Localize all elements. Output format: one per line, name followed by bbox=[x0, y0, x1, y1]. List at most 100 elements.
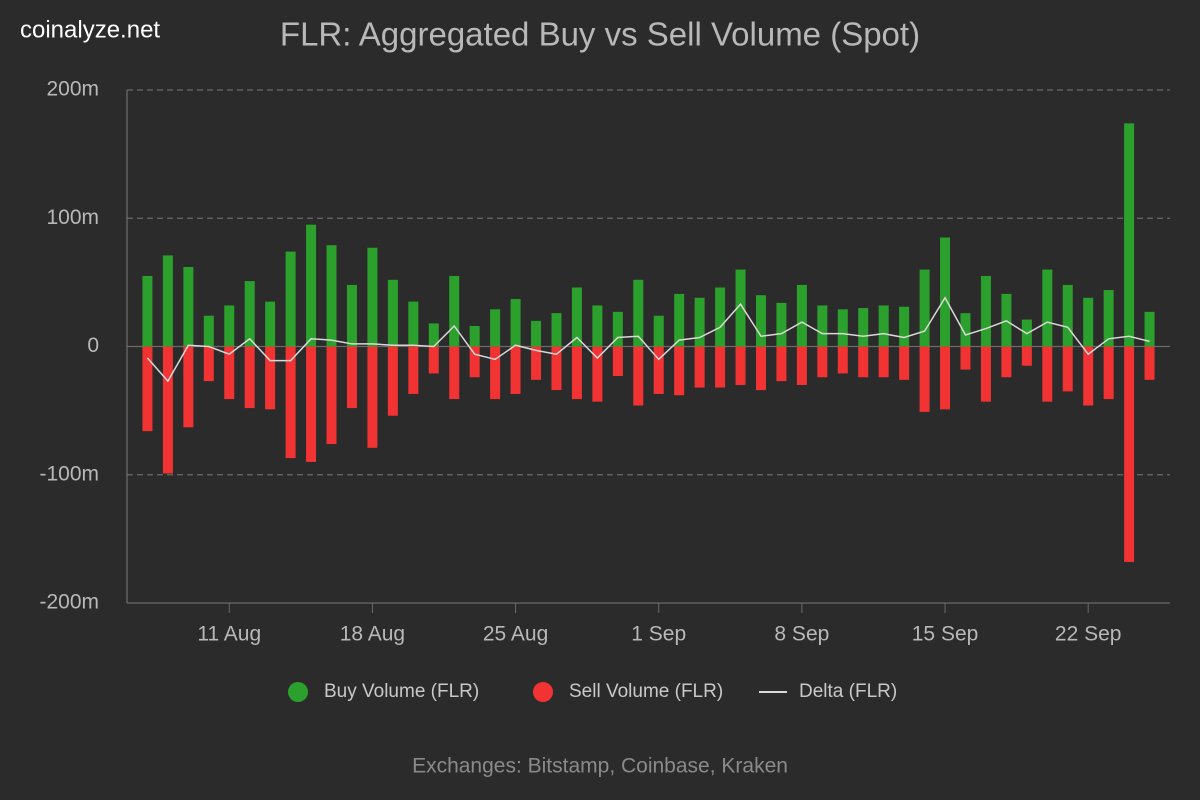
bar bbox=[469, 325, 480, 347]
chart-title: FLR: Aggregated Buy vs Sell Volume (Spot… bbox=[280, 16, 920, 53]
caption: Exchanges: Bitstamp, Coinbase, Kraken bbox=[412, 755, 788, 778]
bar bbox=[346, 346, 357, 409]
bar bbox=[796, 284, 807, 347]
bar bbox=[755, 295, 766, 347]
bar bbox=[633, 279, 644, 347]
bar bbox=[265, 346, 276, 410]
x-tick-label: 1 Sep bbox=[631, 623, 686, 646]
bar bbox=[224, 346, 235, 400]
y-tick-label: 0 bbox=[87, 334, 99, 357]
bar bbox=[592, 346, 603, 402]
bar bbox=[899, 306, 910, 347]
bar bbox=[1083, 297, 1094, 347]
bar bbox=[858, 308, 869, 347]
bar bbox=[1021, 346, 1032, 366]
bar bbox=[919, 269, 930, 347]
bar bbox=[735, 346, 746, 385]
bar bbox=[142, 275, 153, 347]
bar bbox=[817, 305, 828, 347]
bar bbox=[326, 346, 337, 444]
x-tick-label: 15 Sep bbox=[912, 623, 979, 646]
bar bbox=[694, 346, 705, 388]
bar bbox=[1103, 290, 1114, 347]
bar bbox=[306, 346, 317, 462]
bar bbox=[551, 346, 562, 391]
bar bbox=[244, 346, 255, 409]
bar bbox=[428, 323, 439, 347]
bar bbox=[244, 281, 255, 347]
bar bbox=[592, 305, 603, 347]
bar bbox=[142, 346, 153, 432]
bar bbox=[1103, 346, 1114, 400]
bar bbox=[715, 346, 726, 388]
bar bbox=[326, 245, 337, 347]
bar bbox=[940, 346, 951, 410]
bar bbox=[449, 346, 460, 400]
y-tick-label: 100m bbox=[46, 206, 99, 229]
bar bbox=[837, 309, 848, 347]
bar bbox=[837, 346, 848, 374]
bar bbox=[469, 346, 480, 378]
bar bbox=[571, 287, 582, 347]
legend-label[interactable]: Sell Volume (FLR) bbox=[569, 681, 723, 702]
bar bbox=[960, 346, 971, 370]
x-tick-label: 11 Aug bbox=[197, 623, 261, 646]
bar bbox=[408, 346, 419, 394]
bar bbox=[776, 346, 787, 382]
bar bbox=[490, 346, 501, 400]
bar bbox=[203, 315, 214, 347]
bar bbox=[1083, 346, 1094, 406]
legend-label[interactable]: Buy Volume (FLR) bbox=[324, 681, 479, 702]
bar bbox=[1062, 346, 1073, 392]
bar bbox=[306, 224, 317, 347]
bar bbox=[531, 320, 542, 347]
bar bbox=[878, 305, 889, 347]
legend-label[interactable]: Delta (FLR) bbox=[799, 681, 897, 702]
bar bbox=[346, 284, 357, 347]
x-tick-label: 25 Aug bbox=[483, 623, 548, 646]
bar bbox=[980, 275, 991, 347]
bar bbox=[796, 346, 807, 385]
bar bbox=[1124, 346, 1135, 562]
bar bbox=[224, 305, 235, 347]
legend-symbol bbox=[533, 682, 553, 702]
bar bbox=[285, 251, 296, 347]
bar bbox=[449, 275, 460, 347]
bar bbox=[1001, 346, 1012, 378]
bar bbox=[940, 237, 951, 347]
bar bbox=[653, 346, 664, 394]
bar bbox=[1042, 346, 1053, 402]
x-tick-label: 8 Sep bbox=[774, 623, 829, 646]
delta-line bbox=[146, 296, 1150, 383]
bar bbox=[265, 301, 276, 347]
bar bbox=[980, 346, 991, 402]
bar bbox=[735, 269, 746, 347]
x-tick-label: 22 Sep bbox=[1055, 623, 1122, 646]
bar bbox=[285, 346, 296, 459]
bar bbox=[162, 346, 173, 474]
bar bbox=[694, 297, 705, 347]
bar bbox=[531, 346, 542, 380]
bar bbox=[817, 346, 828, 378]
y-tick-label: 200m bbox=[46, 78, 99, 101]
bar bbox=[571, 346, 582, 400]
bar bbox=[612, 346, 623, 376]
bar bbox=[960, 313, 971, 347]
bar bbox=[367, 247, 378, 347]
bar bbox=[162, 255, 173, 347]
bar bbox=[612, 311, 623, 347]
bar bbox=[1144, 346, 1155, 380]
bar bbox=[183, 266, 194, 347]
bar bbox=[715, 287, 726, 347]
bar bbox=[674, 293, 685, 347]
bar bbox=[203, 346, 214, 382]
bar bbox=[510, 299, 521, 347]
bar bbox=[674, 346, 685, 396]
y-tick-label: -200m bbox=[39, 591, 99, 614]
bar bbox=[899, 346, 910, 380]
bar bbox=[776, 302, 787, 347]
bar bbox=[510, 346, 521, 394]
bar bbox=[490, 309, 501, 347]
bar bbox=[653, 315, 664, 347]
